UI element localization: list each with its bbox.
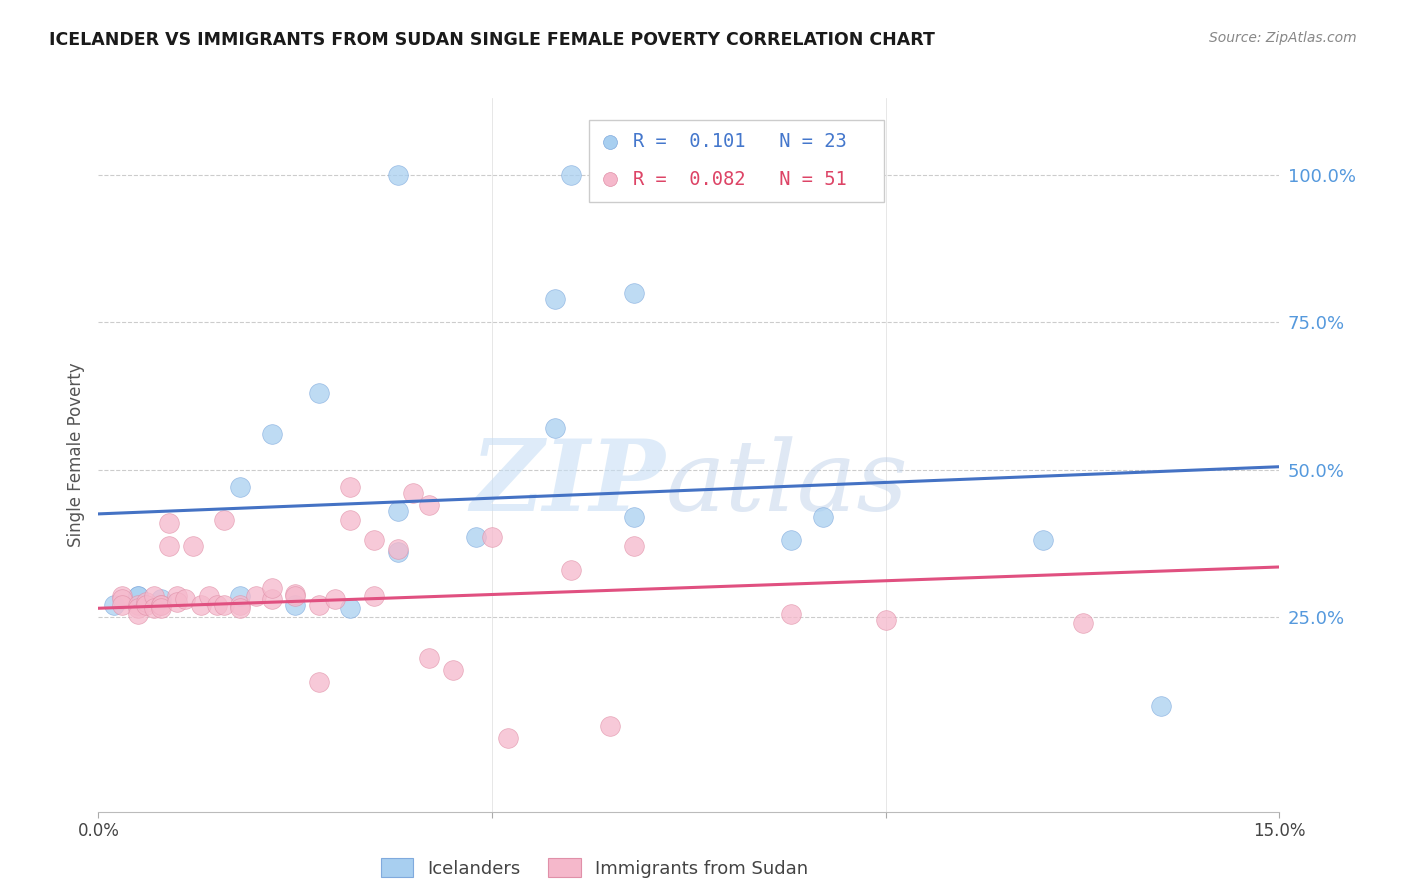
Point: [135, 595, 157, 609]
FancyBboxPatch shape: [589, 120, 884, 202]
Point: [363, 533, 385, 548]
Point: [127, 590, 149, 604]
Text: ICELANDER VS IMMIGRANTS FROM SUDAN SINGLE FEMALE POVERTY CORRELATION CHART: ICELANDER VS IMMIGRANTS FROM SUDAN SINGL…: [49, 31, 935, 49]
Point: [418, 651, 440, 665]
Point: [599, 719, 621, 733]
Text: atlas: atlas: [665, 436, 908, 531]
Point: [363, 590, 385, 604]
Point: [260, 427, 283, 442]
Point: [166, 590, 188, 604]
Point: [387, 504, 409, 518]
Point: [544, 292, 567, 306]
Point: [214, 599, 236, 613]
Point: [1032, 533, 1054, 548]
Point: [127, 590, 149, 604]
Point: [560, 168, 582, 182]
Point: [387, 542, 409, 557]
Point: [103, 599, 125, 613]
Point: [1150, 698, 1173, 713]
Point: [157, 516, 180, 530]
Point: [150, 601, 173, 615]
Point: [229, 601, 252, 615]
Point: [111, 592, 134, 607]
Point: [339, 601, 361, 615]
Point: [284, 590, 307, 604]
Point: [811, 509, 834, 524]
Point: [157, 539, 180, 553]
Point: [544, 421, 567, 435]
Point: [496, 731, 519, 745]
Point: [150, 592, 173, 607]
Point: [1071, 615, 1094, 630]
Point: [190, 599, 212, 613]
Point: [323, 592, 346, 607]
Point: [181, 539, 204, 553]
Point: [135, 599, 157, 613]
Point: [465, 531, 488, 545]
Point: [402, 486, 425, 500]
Point: [284, 586, 307, 600]
Point: [229, 480, 252, 494]
Point: [260, 581, 283, 595]
Point: [623, 509, 645, 524]
Point: [229, 590, 252, 604]
Text: R =  0.101   N = 23: R = 0.101 N = 23: [634, 132, 848, 151]
Text: Source: ZipAtlas.com: Source: ZipAtlas.com: [1209, 31, 1357, 45]
Point: [127, 607, 149, 622]
Point: [205, 599, 228, 613]
Point: [308, 386, 330, 401]
Point: [441, 663, 464, 677]
Point: [127, 599, 149, 613]
Point: [418, 498, 440, 512]
Point: [142, 590, 165, 604]
Text: ZIP: ZIP: [471, 435, 665, 532]
Point: [150, 599, 173, 613]
Point: [174, 592, 197, 607]
Point: [387, 168, 409, 182]
Text: R =  0.082   N = 51: R = 0.082 N = 51: [634, 170, 848, 189]
Point: [284, 599, 307, 613]
Point: [229, 599, 252, 613]
Point: [623, 539, 645, 553]
Point: [308, 599, 330, 613]
Point: [780, 533, 803, 548]
Point: [166, 595, 188, 609]
Point: [127, 601, 149, 615]
Point: [111, 590, 134, 604]
Point: [214, 513, 236, 527]
Point: [339, 513, 361, 527]
Y-axis label: Single Female Poverty: Single Female Poverty: [66, 363, 84, 547]
Point: [260, 592, 283, 607]
Point: [623, 285, 645, 300]
Point: [560, 563, 582, 577]
Point: [111, 599, 134, 613]
Point: [142, 601, 165, 615]
Point: [780, 607, 803, 622]
Point: [197, 590, 219, 604]
Point: [339, 480, 361, 494]
Point: [481, 531, 503, 545]
Point: [245, 590, 267, 604]
Point: [387, 545, 409, 559]
Point: [308, 675, 330, 690]
Point: [875, 613, 897, 627]
Point: [150, 599, 173, 613]
Legend: Icelanders, Immigrants from Sudan: Icelanders, Immigrants from Sudan: [374, 851, 815, 885]
